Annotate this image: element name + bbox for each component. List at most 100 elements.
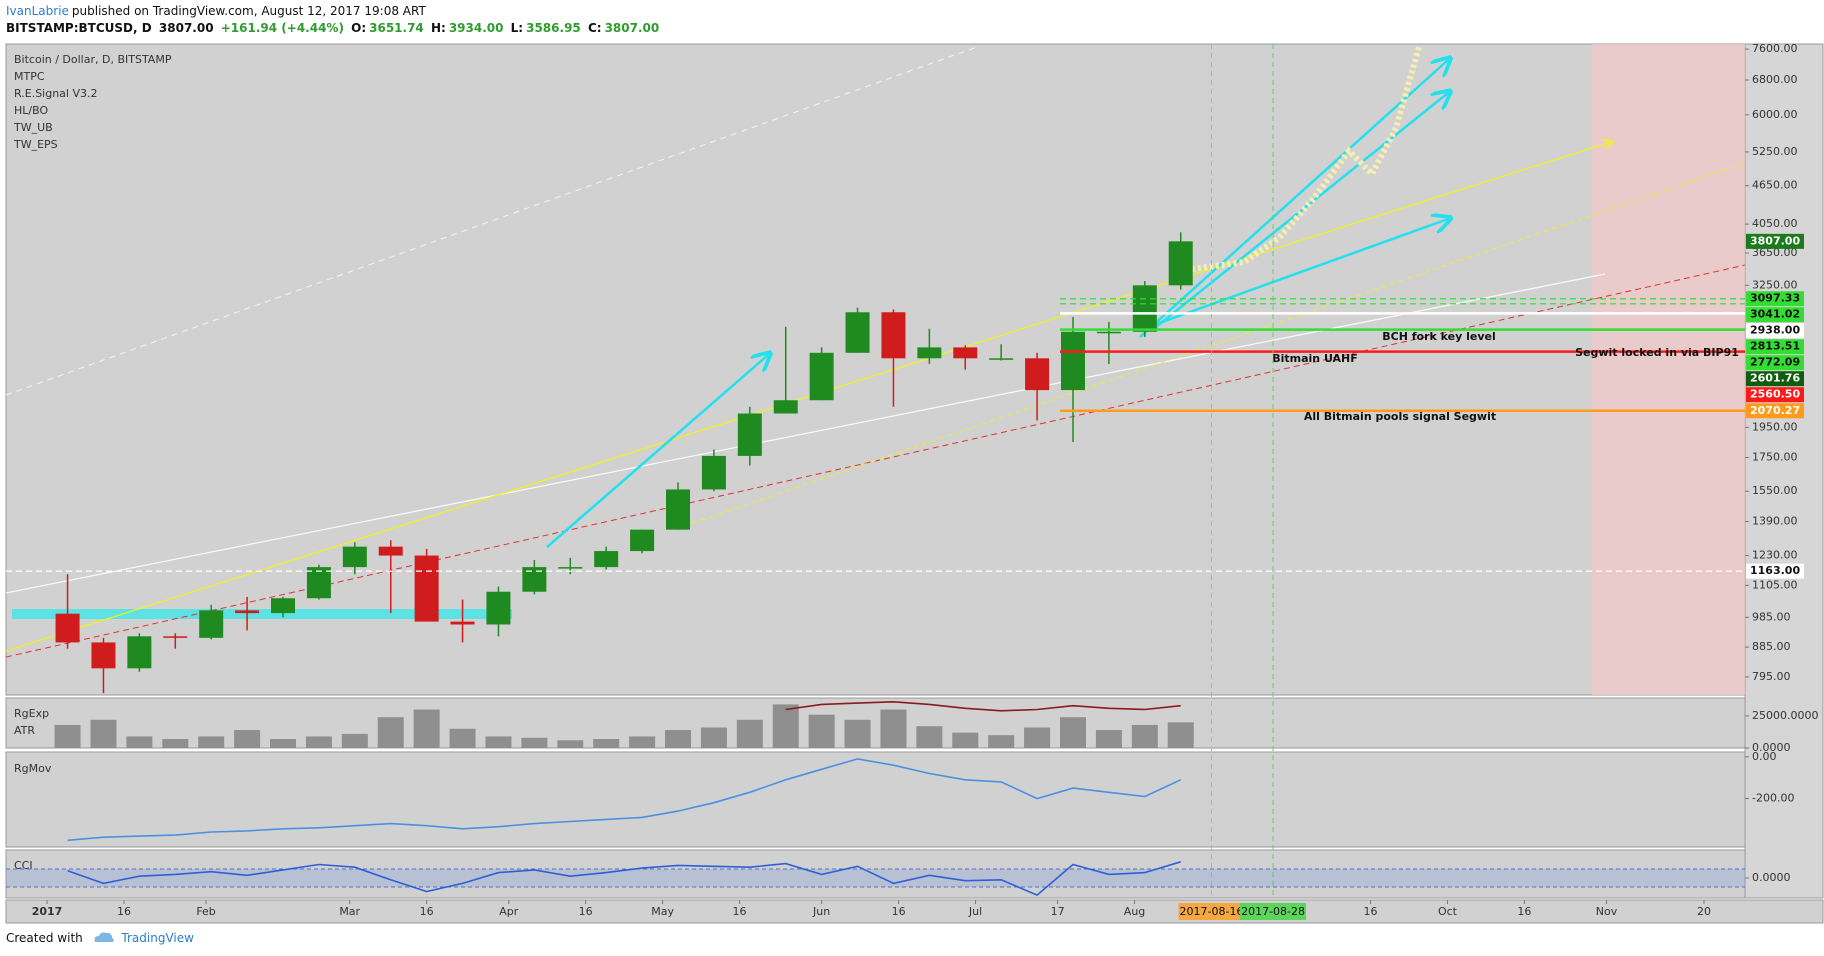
series-line [67, 861, 1181, 897]
annotation: Bitmain UAHF [1272, 352, 1358, 365]
y-tick-label: 25000.0000 [1752, 709, 1818, 722]
volume-bar [521, 737, 548, 748]
volume-bar [341, 733, 368, 748]
x-tick-label: 16 [117, 905, 131, 918]
footer: Created with TradingView [6, 928, 194, 945]
volume-bar [90, 719, 117, 748]
symbol: BITSTAMP:BTCUSD, D [6, 21, 152, 35]
header-line: IvanLabrie published on TradingView.com, … [6, 4, 429, 18]
y-tick-label: 6000.00 [1752, 108, 1798, 121]
y-tick-label: 3250.00 [1752, 278, 1798, 291]
indicator-label: TW_EPS [13, 138, 58, 151]
level-label: 2070.27 [1750, 404, 1800, 417]
candle-body [306, 567, 331, 599]
x-tick-label: Mar [339, 905, 360, 918]
y-tick-label: 5250.00 [1752, 145, 1798, 158]
ohlc-key: L: [510, 21, 524, 35]
ohlc-value: 3934.00 [448, 21, 504, 35]
level-box [1746, 387, 1804, 403]
candle-body [881, 312, 906, 359]
x-tick-label: Oct [1438, 905, 1458, 918]
volume-bar [665, 730, 692, 748]
level-label: 3807.00 [1750, 234, 1800, 247]
volume-bar [844, 719, 871, 748]
candle-body [845, 312, 870, 353]
chart: Bitcoin / Dollar, D, BITSTAMP MTPC R.E.S… [5, 42, 1824, 924]
volume-bar [162, 739, 189, 748]
x-tick-label: Feb [196, 905, 215, 918]
annotation: All Bitmain pools signal Segwit [1304, 410, 1496, 423]
candle-body [809, 352, 834, 401]
volume-bar [54, 724, 81, 748]
candle-body [1060, 331, 1085, 391]
candle-body [1168, 241, 1193, 286]
volume-bar [916, 726, 943, 748]
date-marker-label: 2017-08-28 [1241, 905, 1305, 918]
candle-body [271, 598, 296, 614]
x-tick-label: 16 [420, 905, 434, 918]
candle-body [486, 591, 511, 625]
last-price: 3807.00 [158, 21, 214, 35]
x-tick-label: Aug [1124, 905, 1145, 918]
level-box [1746, 403, 1804, 419]
indicator-label: R.E.Signal V3.2 [14, 87, 98, 100]
x-tick-label: 20 [1697, 905, 1711, 918]
y-tick-label: 1390.00 [1752, 515, 1798, 528]
y-tick-label: -200.00 [1752, 792, 1794, 805]
published: published on TradingView.com, August 12,… [71, 4, 426, 18]
main-pane [5, 43, 1746, 696]
author[interactable]: IvanLabrie [6, 4, 69, 18]
y-tick-label: 0.0000 [1752, 741, 1791, 754]
volume-bar [772, 704, 799, 748]
volume-bar [1024, 727, 1051, 748]
main-layer [6, 46, 1745, 694]
level-box [1746, 307, 1804, 323]
series-line [67, 758, 1182, 842]
price-axis [1744, 43, 1824, 899]
x-tick-label: Jul [968, 905, 982, 918]
y-tick-label: 885.00 [1752, 640, 1791, 653]
candle-body [235, 610, 260, 614]
volume-bar [126, 736, 153, 748]
brand[interactable]: TradingView [121, 931, 194, 945]
x-tick-label: Nov [1596, 905, 1618, 918]
annotation: BCH fork key level [1382, 330, 1496, 343]
volume-bar [1095, 730, 1122, 748]
volume-pane [5, 697, 1746, 749]
annotation: Segwit locked in via BIP91 [1575, 346, 1739, 359]
rgmov-pane [5, 751, 1746, 848]
arrow [546, 355, 768, 548]
candle-body [1096, 331, 1121, 334]
candle-body [522, 567, 547, 592]
candle-body [917, 347, 942, 359]
volume-bar [988, 735, 1015, 748]
candle-body [989, 358, 1014, 360]
date-marker-box [1240, 903, 1307, 920]
volume-bar [485, 736, 512, 748]
volume-bar [808, 714, 835, 748]
ohlc-value: 3807.00 [604, 21, 660, 35]
volume-bar [593, 739, 620, 748]
candle-body [558, 567, 583, 569]
y-tick-label: 7600.00 [1752, 42, 1798, 55]
volume-bar [1131, 724, 1158, 748]
volume-bar [305, 736, 332, 748]
shaded-zone [1592, 44, 1745, 695]
level-box [1746, 563, 1804, 579]
level-label: 1163.00 [1750, 564, 1800, 577]
candle-body [953, 347, 978, 359]
x-tick-label: 16 [733, 905, 747, 918]
x-tick-label: 16 [579, 905, 593, 918]
x-tick-label: Jun [812, 905, 830, 918]
level-label: 2813.51 [1750, 340, 1800, 353]
level-box [1746, 323, 1804, 339]
change: +161.94 (+4.44%) [220, 21, 344, 35]
trend-line [6, 273, 1606, 594]
ohlc-value: 3586.95 [526, 21, 581, 35]
date-marker-box [1178, 903, 1245, 920]
level-box [1746, 355, 1804, 371]
level-label: 3041.02 [1750, 308, 1800, 321]
volume-bar [413, 709, 440, 748]
volume-bar [952, 732, 979, 748]
volume-bar [880, 709, 907, 748]
